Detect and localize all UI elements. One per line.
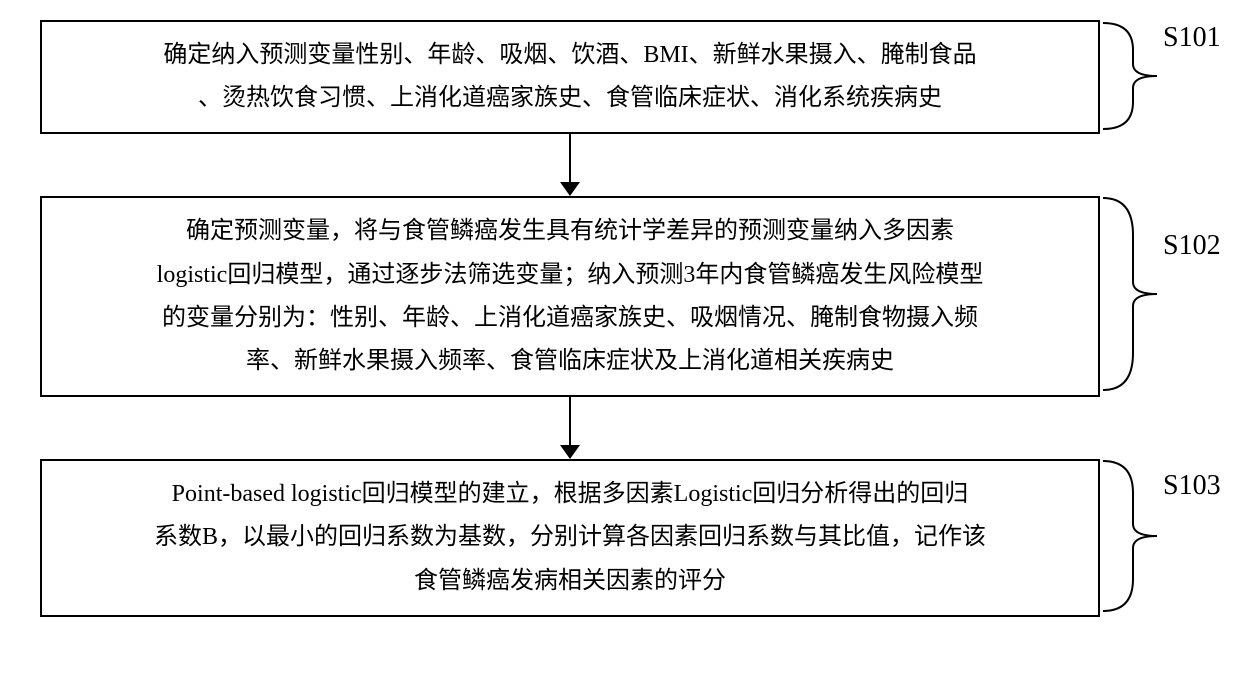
step-text-s102: 确定预测变量，将与食管鳞癌发生具有统计学差异的预测变量纳入多因素 logisti… — [157, 210, 984, 383]
step-box-s101: 确定纳入预测变量性别、年龄、吸烟、饮酒、BMI、新鲜水果摄入、腌制食品 、烫热饮… — [40, 20, 1100, 134]
step-label-s102: S102 — [1163, 230, 1221, 262]
arrow-down-icon — [558, 397, 582, 459]
arrow-1-wrap — [40, 134, 1100, 196]
step-box-s102: 确定预测变量，将与食管鳞癌发生具有统计学差异的预测变量纳入多因素 logisti… — [40, 196, 1100, 397]
arrow-down-icon — [558, 134, 582, 196]
step-label-s101: S101 — [1163, 22, 1221, 54]
step-text-s103: Point-based logistic回归模型的建立，根据多因素Logisti… — [154, 473, 986, 603]
bracket-s103 — [1097, 458, 1167, 614]
step-box-s103: Point-based logistic回归模型的建立，根据多因素Logisti… — [40, 459, 1100, 617]
arrow-2-wrap — [40, 397, 1100, 459]
flowchart-container: 确定纳入预测变量性别、年龄、吸烟、饮酒、BMI、新鲜水果摄入、腌制食品 、烫热饮… — [40, 20, 1200, 617]
bracket-s102 — [1097, 195, 1167, 393]
step-text-s101: 确定纳入预测变量性别、年龄、吸烟、饮酒、BMI、新鲜水果摄入、腌制食品 、烫热饮… — [163, 34, 976, 120]
step-label-s103: S103 — [1163, 470, 1221, 502]
bracket-s101 — [1097, 20, 1167, 132]
